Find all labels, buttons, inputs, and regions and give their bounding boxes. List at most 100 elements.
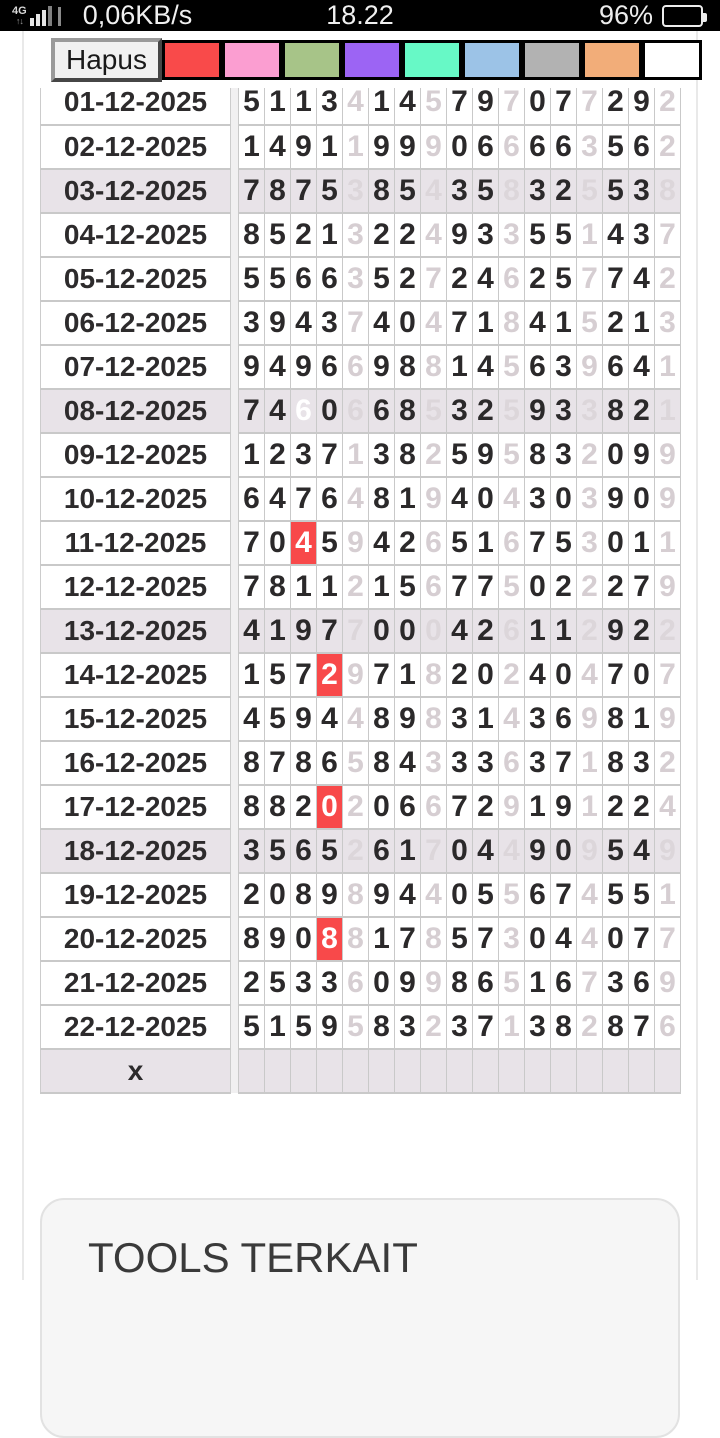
digit-cell[interactable]: 9 (394, 696, 421, 742)
digit-cell[interactable]: 0 (446, 124, 473, 170)
digit-cell[interactable]: 3 (602, 960, 629, 1006)
digit-cell[interactable]: 1 (576, 212, 603, 258)
digit-cell[interactable]: 5 (238, 88, 265, 126)
digit-cell[interactable]: 3 (550, 344, 577, 390)
digit-cell[interactable]: 4 (446, 476, 473, 522)
digit-cell[interactable]: 7 (238, 564, 265, 610)
digit-cell[interactable]: 2 (524, 256, 551, 302)
digit-cell[interactable]: 7 (654, 916, 681, 962)
digit-cell[interactable] (446, 1048, 473, 1094)
digit-cell[interactable]: 6 (394, 784, 421, 830)
digit-cell[interactable]: 0 (524, 88, 551, 126)
digit-cell[interactable]: 7 (238, 388, 265, 434)
digit-cell[interactable]: 1 (316, 212, 343, 258)
digit-cell[interactable]: 4 (498, 828, 525, 874)
digit-cell[interactable]: 7 (238, 168, 265, 214)
digit-cell[interactable]: 5 (420, 88, 447, 126)
digit-cell[interactable]: 1 (368, 88, 395, 126)
digit-cell[interactable]: 1 (264, 608, 291, 654)
digit-cell[interactable]: 9 (654, 828, 681, 874)
digit-cell[interactable]: 8 (602, 1004, 629, 1050)
digit-cell[interactable]: 4 (576, 916, 603, 962)
digit-cell[interactable]: 3 (446, 1004, 473, 1050)
digit-cell[interactable]: 1 (290, 88, 317, 126)
digit-cell[interactable]: 7 (498, 88, 525, 126)
digit-cell[interactable]: 1 (394, 652, 421, 698)
digit-cell[interactable]: 8 (342, 916, 369, 962)
digit-cell[interactable]: 1 (654, 344, 681, 390)
digit-cell[interactable]: 9 (654, 476, 681, 522)
digit-cell[interactable]: 6 (498, 256, 525, 302)
digit-cell[interactable]: 5 (550, 212, 577, 258)
digit-cell[interactable]: 6 (316, 476, 343, 522)
digit-cell[interactable]: 9 (524, 388, 551, 434)
color-swatch-light-blue[interactable] (461, 39, 522, 80)
digit-cell[interactable]: 3 (316, 300, 343, 346)
digit-cell[interactable]: 1 (524, 784, 551, 830)
digit-cell[interactable]: 2 (472, 608, 499, 654)
digit-cell[interactable]: 9 (576, 828, 603, 874)
digit-cell[interactable]: 8 (238, 784, 265, 830)
digit-cell[interactable]: 8 (498, 300, 525, 346)
digit-cell[interactable]: 9 (290, 344, 317, 390)
color-swatch-red[interactable] (161, 39, 222, 80)
digit-cell[interactable]: 2 (342, 784, 369, 830)
digit-cell[interactable]: 5 (316, 520, 343, 566)
digit-cell[interactable]: 0 (368, 608, 395, 654)
digit-cell[interactable]: 2 (290, 784, 317, 830)
digit-cell[interactable]: 9 (446, 212, 473, 258)
digit-cell[interactable]: 3 (628, 212, 655, 258)
digit-cell[interactable]: 1 (576, 740, 603, 786)
digit-cell[interactable]: 4 (238, 608, 265, 654)
digit-cell[interactable]: 5 (368, 256, 395, 302)
digit-cell[interactable] (420, 1048, 447, 1094)
digit-cell[interactable]: 9 (368, 124, 395, 170)
digit-cell[interactable]: 6 (550, 696, 577, 742)
digit-cell[interactable]: 6 (316, 344, 343, 390)
digit-cell[interactable]: 3 (316, 88, 343, 126)
digit-cell[interactable]: 7 (602, 652, 629, 698)
digit-cell[interactable]: 6 (628, 960, 655, 1006)
digit-cell[interactable]: 8 (420, 916, 447, 962)
digit-cell[interactable]: 1 (446, 344, 473, 390)
digit-cell[interactable] (472, 1048, 499, 1094)
digit-cell[interactable]: 6 (472, 960, 499, 1006)
digit-cell[interactable]: 4 (472, 828, 499, 874)
digit-cell[interactable]: 8 (498, 168, 525, 214)
digit-cell[interactable]: 6 (238, 476, 265, 522)
digit-cell[interactable]: 3 (524, 740, 551, 786)
digit-cell[interactable]: 0 (602, 432, 629, 478)
digit-cell[interactable]: 3 (342, 212, 369, 258)
digit-cell[interactable]: 1 (368, 564, 395, 610)
digit-cell[interactable]: 4 (524, 652, 551, 698)
digit-cell[interactable]: 1 (264, 88, 291, 126)
digit-cell[interactable]: 4 (264, 476, 291, 522)
digit-cell[interactable] (628, 1048, 655, 1094)
digit-cell[interactable]: 4 (238, 696, 265, 742)
digit-cell[interactable]: 5 (524, 212, 551, 258)
digit-cell[interactable]: 3 (342, 256, 369, 302)
digit-cell[interactable]: 3 (420, 740, 447, 786)
digit-cell[interactable]: 3 (368, 432, 395, 478)
digit-cell[interactable]: 2 (628, 608, 655, 654)
digit-cell[interactable]: 2 (498, 652, 525, 698)
digit-cell[interactable]: 0 (368, 960, 395, 1006)
digit-cell[interactable]: 6 (524, 872, 551, 918)
digit-cell[interactable]: 6 (498, 124, 525, 170)
digit-cell[interactable] (264, 1048, 291, 1094)
digit-cell[interactable]: 7 (628, 564, 655, 610)
digit-cell[interactable]: 4 (342, 696, 369, 742)
digit-cell[interactable]: 9 (368, 872, 395, 918)
digit-cell[interactable]: 7 (446, 300, 473, 346)
digit-cell[interactable]: 1 (654, 520, 681, 566)
digit-cell[interactable]: 7 (472, 564, 499, 610)
digit-cell[interactable]: 3 (394, 1004, 421, 1050)
digit-cell[interactable]: 1 (576, 784, 603, 830)
digit-cell[interactable]: 8 (368, 740, 395, 786)
digit-cell[interactable]: 9 (316, 1004, 343, 1050)
digit-cell[interactable]: 5 (446, 916, 473, 962)
digit-cell[interactable]: 9 (394, 124, 421, 170)
digit-cell[interactable]: 6 (290, 828, 317, 874)
digit-cell[interactable] (654, 1048, 681, 1094)
digit-cell-highlighted[interactable]: 6 (290, 388, 317, 434)
